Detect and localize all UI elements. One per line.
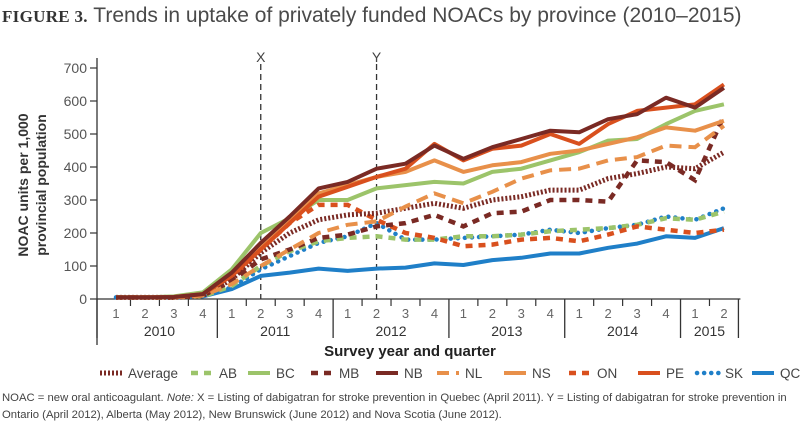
- x-axis-label: Survey year and quarter: [324, 343, 496, 360]
- x-tick-label-quarter: 2: [257, 306, 264, 321]
- legend-item-nl: NL: [437, 366, 483, 381]
- y-axis-label: NOAC units per 1,000 provincial populatio…: [15, 113, 49, 256]
- legend-label: QC: [780, 366, 800, 381]
- series-line-ns: [116, 118, 725, 300]
- y-tick-label: 700: [64, 60, 88, 76]
- x-tick-label-quarter: 3: [633, 306, 640, 321]
- x-tick-label-quarter: 3: [170, 306, 177, 321]
- note-prefix: NOAC = new oral anticoagulant.: [2, 392, 167, 404]
- x-tick-label-quarter: 2: [141, 306, 148, 321]
- x-tick-label-quarter: 2: [373, 306, 380, 321]
- legend-label: BC: [276, 366, 295, 381]
- legend-label: MB: [339, 366, 359, 381]
- x-tick-label-quarter: 1: [112, 306, 119, 321]
- x-tick-label-quarter: 4: [431, 306, 438, 321]
- series-line-sk: [113, 206, 727, 300]
- annotation-label: Y: [372, 49, 382, 65]
- series-line-ab: [116, 209, 725, 300]
- figure-title: FIGURE 3. Trends in uptake of privately …: [2, 4, 742, 28]
- legend-label: AB: [219, 366, 237, 381]
- x-tick-label-quarter: 3: [402, 306, 409, 321]
- x-tick-label-year: 2014: [607, 323, 638, 339]
- series-line-qc: [116, 226, 725, 300]
- x-tick-label-quarter: 1: [228, 306, 235, 321]
- y-tick-label: 300: [64, 192, 88, 208]
- x-tick-label-quarter: 3: [518, 306, 525, 321]
- note-label: Note:: [166, 392, 194, 404]
- series-line-nl: [116, 124, 726, 300]
- legend-item-mb: MB: [311, 366, 359, 381]
- line-chart: NOAC units per 1,000 provincial populatio…: [15, 49, 800, 381]
- legend-item-on: ON: [569, 366, 617, 381]
- legend-item-qc: QC: [752, 366, 800, 381]
- legend-item-nb: NB: [376, 366, 423, 381]
- legend-label: NS: [532, 366, 551, 381]
- y-tick-label: 400: [64, 159, 88, 175]
- y-tick-label: 500: [64, 126, 88, 142]
- x-tick-label-quarter: 1: [691, 306, 698, 321]
- legend-label: Average: [128, 366, 178, 381]
- series-line-average: [116, 150, 726, 300]
- figure-label: FIGURE 3.: [2, 7, 88, 26]
- series-line-on: [116, 202, 725, 300]
- note-body: X = Listing of dabigatran for stroke pre…: [2, 392, 787, 421]
- legend-label: SK: [725, 366, 743, 381]
- x-tick-label-year: 2015: [694, 323, 725, 339]
- series-line-nb: [116, 86, 726, 300]
- x-tick-label-year: 2013: [491, 323, 522, 339]
- y-axis-label-line-1: NOAC units per 1,000: [15, 113, 31, 256]
- y-tick-label: 200: [64, 225, 88, 241]
- y-axis-label-line-2: provincial population: [33, 114, 49, 256]
- y-tick-label: 100: [64, 258, 88, 274]
- x-tick-label-quarter: 4: [199, 306, 206, 321]
- x-tick-label-quarter: 2: [605, 306, 612, 321]
- figure-note: NOAC = new oral anticoagulant. Note: X =…: [2, 390, 798, 424]
- legend-label: NL: [465, 366, 483, 381]
- legend-item-ns: NS: [504, 366, 551, 381]
- legend-item-average: Average: [100, 366, 178, 381]
- legend-item-sk: SK: [694, 366, 743, 381]
- y-tick-label: 0: [79, 291, 87, 307]
- x-tick-label-quarter: 2: [720, 306, 727, 321]
- legend-item-pe: PE: [638, 366, 684, 381]
- legend-label: ON: [597, 366, 617, 381]
- legend-label: PE: [666, 366, 684, 381]
- x-tick-label-quarter: 3: [286, 306, 293, 321]
- x-tick-label-quarter: 4: [662, 306, 669, 321]
- x-tick-label-quarter: 4: [547, 306, 554, 321]
- y-tick-label: 600: [64, 93, 88, 109]
- x-tick-label-year: 2010: [144, 323, 175, 339]
- legend-label: NB: [404, 366, 423, 381]
- figure-title-text: Trends in uptake of privately funded NOA…: [93, 4, 742, 27]
- x-tick-label-year: 2012: [375, 323, 406, 339]
- x-tick-label-year: 2011: [260, 323, 290, 339]
- legend-item-bc: BC: [248, 366, 295, 381]
- x-tick-label-quarter: 1: [344, 306, 351, 321]
- series-group: [113, 82, 727, 300]
- x-tick-label-quarter: 4: [315, 306, 322, 321]
- x-tick-label-quarter: 2: [489, 306, 496, 321]
- x-tick-label-quarter: 1: [460, 306, 467, 321]
- annotation-label: X: [256, 49, 266, 65]
- legend-item-ab: AB: [191, 366, 237, 381]
- x-tick-label-quarter: 1: [576, 306, 583, 321]
